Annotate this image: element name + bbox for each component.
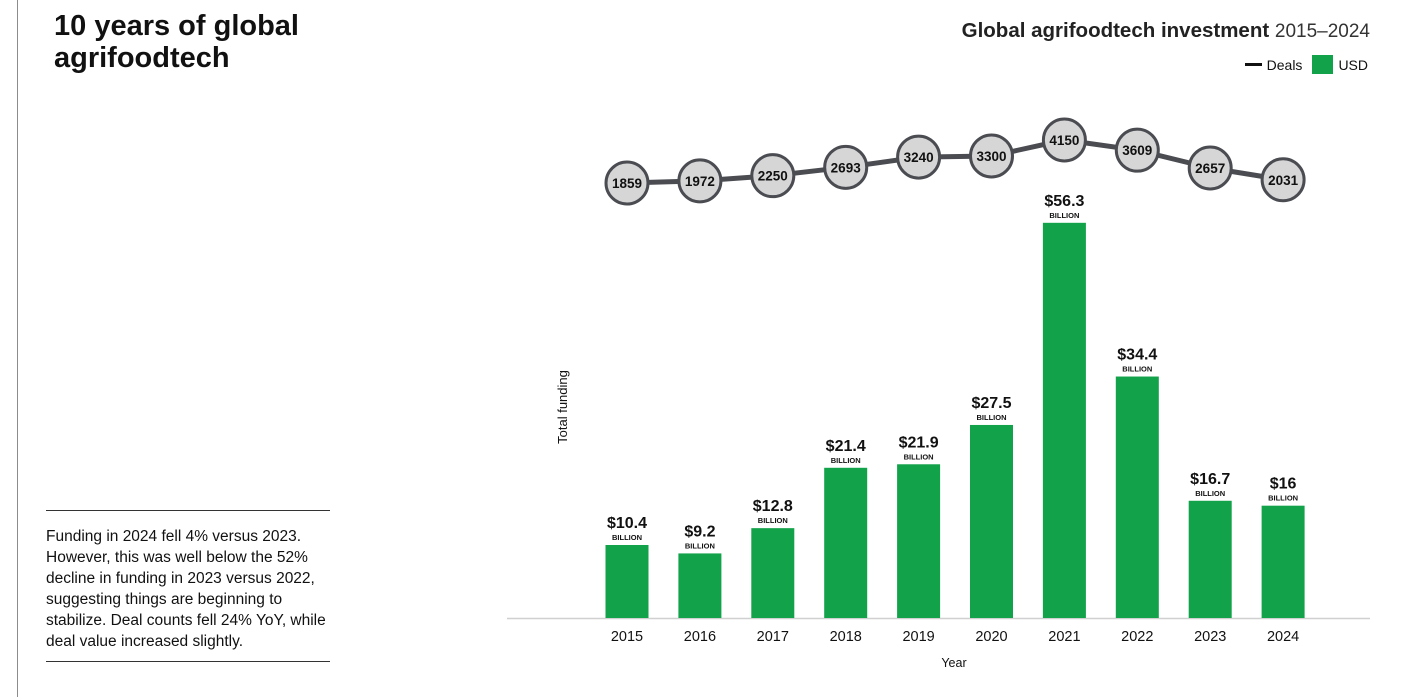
x-tick-label-2022: 2022 [1121, 629, 1153, 645]
chart-title-main: Global agrifoodtech investment [961, 19, 1270, 42]
deals-label-2021: 4150 [1049, 133, 1079, 148]
x-tick-label-2021: 2021 [1048, 629, 1080, 645]
legend-bar-swatch [1312, 55, 1334, 74]
legend-label-deals: Deals [1266, 56, 1303, 73]
x-tick-label-2016: 2016 [684, 629, 716, 645]
bar-unit-label-2017: BILLION [758, 516, 788, 525]
deals-marker-2023 [1187, 145, 1233, 191]
bar-unit-label-2023: BILLION [1195, 489, 1225, 498]
bar-unit-label-2015: BILLION [612, 533, 642, 542]
x-tick-label-2024: 2024 [1267, 629, 1299, 645]
deals-marker-2017 [750, 153, 796, 199]
summary-bottom-rule [46, 661, 330, 662]
deals-marker-2021 [1041, 117, 1087, 163]
page-title-line-2: agrifoodtech [54, 42, 230, 74]
bar-value-label-2017: $12.8 [753, 498, 793, 515]
legend-item-deals: Deals [1244, 56, 1303, 73]
bar-value-label-2016: $9.2 [684, 523, 715, 540]
bar-2019 [897, 464, 941, 618]
bar-unit-label-2022: BILLION [1122, 365, 1152, 374]
page-title: 10 years of global agrifoodtech [54, 10, 299, 74]
summary-top-rule [46, 510, 330, 511]
legend-label-usd: USD [1338, 56, 1368, 73]
chart-legend: Deals USD [1244, 55, 1368, 74]
x-tick-label-2023: 2023 [1194, 629, 1226, 645]
bar-2020 [970, 424, 1013, 618]
bar-value-label-2022: $34.4 [1117, 347, 1157, 364]
x-tick-label-2015: 2015 [611, 629, 643, 645]
deals-marker-2015 [604, 160, 650, 206]
bar-2023 [1188, 500, 1232, 618]
deals-label-2015: 1859 [612, 176, 642, 191]
bar-unit-label-2016: BILLION [685, 541, 715, 550]
bar-unit-label-2019: BILLION [904, 452, 934, 461]
deals-marker-2016 [677, 158, 723, 204]
bar-2022 [1115, 376, 1159, 618]
bar-unit-label-2021: BILLION [1049, 211, 1079, 220]
x-axis-label: Year [941, 656, 966, 670]
bar-2021 [1042, 222, 1086, 619]
chart-title-range: 2015–2024 [1274, 21, 1370, 42]
deals-label-2019: 3240 [904, 150, 934, 165]
deals-marker-2018 [823, 144, 869, 190]
bar-unit-label-2018: BILLION [831, 456, 861, 465]
chart-title: Global agrifoodtech investment 2015–2024 [962, 19, 1370, 43]
x-tick-label-2020: 2020 [975, 629, 1007, 645]
bar-value-label-2018: $21.4 [826, 438, 866, 455]
bar-2017 [751, 528, 795, 618]
deals-label-2020: 3300 [976, 149, 1006, 164]
bar-2024 [1261, 505, 1305, 618]
y-axis-label: Total funding [555, 370, 570, 444]
legend-line-swatch [1244, 63, 1262, 66]
deals-label-2023: 2657 [1195, 161, 1225, 176]
deals-marker-2022 [1114, 127, 1160, 173]
bar-value-label-2019: $21.9 [899, 434, 939, 451]
bar-2016 [678, 553, 722, 618]
page-title-line-1: 10 years of global [54, 10, 299, 42]
bar-value-label-2021: $56.3 [1044, 193, 1084, 210]
legend-item-usd: USD [1310, 55, 1368, 74]
x-tick-label-2018: 2018 [830, 629, 862, 645]
left-divider [17, 0, 18, 697]
bar-value-label-2023: $16.7 [1190, 471, 1230, 488]
deals-line [626, 137, 1284, 186]
deals-label-2017: 2250 [758, 169, 788, 184]
bar-unit-label-2020: BILLION [977, 413, 1007, 422]
bar-value-label-2024: $16 [1270, 476, 1297, 493]
deals-label-2022: 3609 [1122, 143, 1152, 158]
x-tick-label-2017: 2017 [757, 629, 789, 645]
bar-2018 [824, 467, 868, 618]
deals-label-2018: 2693 [831, 160, 862, 175]
x-tick-label-2019: 2019 [902, 629, 934, 645]
deals-label-2016: 1972 [685, 174, 715, 189]
bar-2015 [605, 544, 649, 618]
bar-unit-label-2024: BILLION [1268, 494, 1298, 503]
deals-marker-2024 [1260, 157, 1306, 203]
deals-marker-2019 [896, 134, 942, 180]
bar-value-label-2020: $27.5 [971, 395, 1011, 412]
bar-value-label-2015: $10.4 [607, 515, 647, 532]
summary-text: Funding in 2024 fell 4% versus 2023. How… [46, 528, 326, 650]
deals-marker-2020 [969, 133, 1014, 179]
deals-label-2024: 2031 [1268, 173, 1299, 188]
